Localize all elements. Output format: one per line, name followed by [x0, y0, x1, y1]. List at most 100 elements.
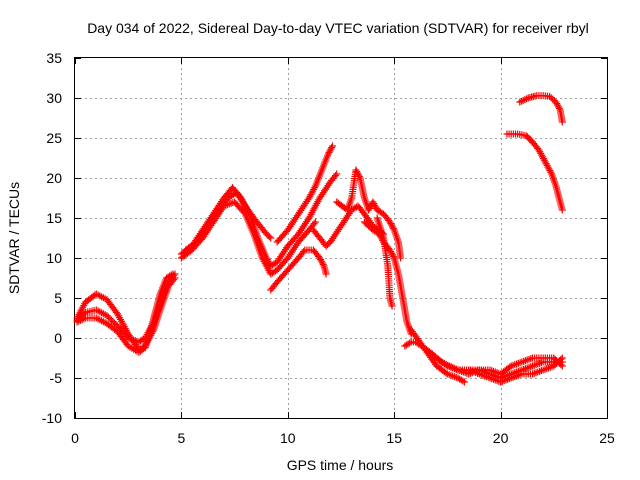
data-point-marker	[354, 171, 362, 179]
data-point-marker	[106, 315, 114, 323]
data-point-marker	[111, 319, 119, 327]
y-tick-label: 25	[46, 130, 62, 146]
y-tick-labels: -10 -5 0 5 10 15 20 25 30 35	[42, 50, 62, 426]
data-point-marker	[369, 198, 377, 206]
data-point-marker	[389, 224, 397, 232]
series-track-f	[182, 188, 275, 254]
data-point-marker	[107, 316, 115, 324]
data-point-marker	[555, 104, 563, 112]
x-axis-title: GPS time / hours	[287, 457, 394, 473]
x-tick-label: 5	[178, 430, 186, 446]
data-point-marker	[333, 170, 341, 178]
data-point-marker	[365, 206, 373, 214]
data-point-marker	[521, 96, 529, 104]
x-tick-label: 20	[493, 430, 509, 446]
data-point-marker	[317, 257, 325, 265]
data-point-marker	[387, 248, 395, 256]
y-tick-label: 15	[46, 210, 62, 226]
data-point-marker	[319, 260, 327, 268]
data-point-marker	[326, 147, 334, 155]
data-point-marker	[388, 251, 396, 259]
data-point-marker	[406, 339, 414, 347]
y-tick-label: -10	[42, 410, 62, 426]
data-point-marker	[318, 259, 326, 267]
data-point-marker	[328, 144, 336, 152]
data-point-marker	[325, 148, 333, 156]
data-point-marker	[397, 254, 405, 262]
y-tick-label: 5	[54, 290, 62, 306]
data-point-marker	[389, 252, 397, 260]
data-series	[73, 92, 566, 386]
data-point-marker	[386, 218, 394, 226]
data-point-marker	[104, 313, 112, 321]
data-point-marker	[78, 316, 86, 324]
y-tick-label: 20	[46, 170, 62, 186]
data-point-marker	[554, 101, 562, 109]
data-point-marker	[388, 223, 396, 231]
y-tick-label: 35	[46, 50, 62, 66]
series-track-h	[273, 142, 336, 246]
data-point-marker	[324, 150, 332, 158]
data-point-marker	[267, 234, 275, 242]
data-point-marker	[322, 270, 330, 278]
data-point-marker	[517, 97, 525, 105]
x-tick-labels: 0 5 10 15 20 25	[71, 430, 615, 446]
data-point-marker	[557, 361, 565, 369]
x-tick-label: 0	[71, 430, 79, 446]
data-point-marker	[300, 248, 308, 256]
data-point-marker	[75, 317, 83, 325]
data-point-marker	[80, 315, 88, 323]
data-point-marker	[366, 204, 374, 212]
x-tick-label: 15	[386, 430, 402, 446]
data-point-marker	[523, 95, 531, 103]
data-point-marker	[558, 362, 566, 370]
data-point-marker	[554, 103, 562, 111]
data-point-marker	[371, 203, 379, 211]
data-point-marker	[558, 206, 566, 214]
data-point-marker	[311, 218, 319, 226]
series-track-g	[267, 246, 330, 294]
data-point-marker	[352, 166, 360, 174]
series-track-l	[373, 214, 396, 310]
data-point-marker	[459, 377, 467, 385]
data-point-marker	[355, 172, 363, 180]
series-track-p	[422, 346, 566, 378]
data-point-marker	[519, 96, 527, 104]
grid-lines	[75, 58, 607, 418]
chart-title: Day 034 of 2022, Sidereal Day-to-day VTE…	[87, 20, 589, 36]
y-tick-label: 30	[46, 90, 62, 106]
data-point-marker	[331, 172, 339, 180]
x-tick-label: 10	[280, 430, 296, 446]
y-tick-label: 0	[54, 330, 62, 346]
data-point-marker	[553, 100, 561, 108]
data-point-marker	[316, 254, 324, 262]
data-point-marker	[370, 200, 378, 208]
axis-ticks	[75, 58, 608, 419]
y-tick-label: 10	[46, 250, 62, 266]
data-point-marker	[353, 168, 361, 176]
data-point-marker	[169, 270, 177, 278]
series-track-j	[333, 166, 405, 262]
data-point-marker	[558, 354, 566, 362]
data-point-marker	[387, 220, 395, 228]
data-point-marker	[109, 318, 117, 326]
data-point-marker	[265, 233, 273, 241]
data-point-marker	[77, 316, 85, 324]
data-point-marker	[103, 312, 111, 320]
series-track-e	[177, 198, 319, 278]
data-point-marker	[317, 256, 325, 264]
plot-frame	[74, 57, 608, 419]
series-track-r	[516, 92, 566, 126]
data-point-marker	[354, 169, 362, 177]
data-point-marker	[552, 98, 560, 106]
y-axis-title: SDTVAR / TECUs	[6, 182, 22, 294]
data-point-marker	[371, 201, 379, 209]
data-point-marker	[310, 220, 318, 228]
data-point-marker	[73, 318, 81, 326]
data-point-marker	[386, 246, 394, 254]
data-point-marker	[558, 118, 566, 126]
data-point-marker	[167, 271, 175, 279]
series-track-c	[73, 270, 177, 356]
data-point-marker	[170, 276, 178, 284]
